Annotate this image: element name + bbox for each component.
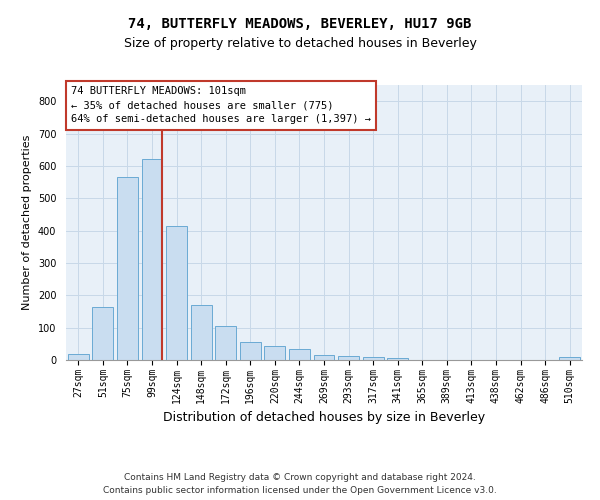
Bar bbox=[314, 355, 334, 360]
Bar bbox=[240, 342, 261, 360]
Bar bbox=[166, 226, 187, 360]
Bar bbox=[387, 358, 408, 360]
Text: 74, BUTTERFLY MEADOWS, BEVERLEY, HU17 9GB: 74, BUTTERFLY MEADOWS, BEVERLEY, HU17 9G… bbox=[128, 18, 472, 32]
Bar bbox=[68, 354, 89, 360]
Text: Contains HM Land Registry data © Crown copyright and database right 2024.
Contai: Contains HM Land Registry data © Crown c… bbox=[103, 474, 497, 495]
Bar bbox=[191, 305, 212, 360]
Text: 74 BUTTERFLY MEADOWS: 101sqm
← 35% of detached houses are smaller (775)
64% of s: 74 BUTTERFLY MEADOWS: 101sqm ← 35% of de… bbox=[71, 86, 371, 124]
Bar bbox=[362, 358, 383, 360]
Bar bbox=[142, 160, 163, 360]
Bar bbox=[338, 356, 359, 360]
Bar bbox=[117, 177, 138, 360]
X-axis label: Distribution of detached houses by size in Beverley: Distribution of detached houses by size … bbox=[163, 411, 485, 424]
Bar bbox=[559, 358, 580, 360]
Bar bbox=[289, 350, 310, 360]
Bar bbox=[215, 326, 236, 360]
Text: Size of property relative to detached houses in Beverley: Size of property relative to detached ho… bbox=[124, 38, 476, 51]
Bar bbox=[92, 306, 113, 360]
Y-axis label: Number of detached properties: Number of detached properties bbox=[22, 135, 32, 310]
Bar bbox=[265, 346, 286, 360]
